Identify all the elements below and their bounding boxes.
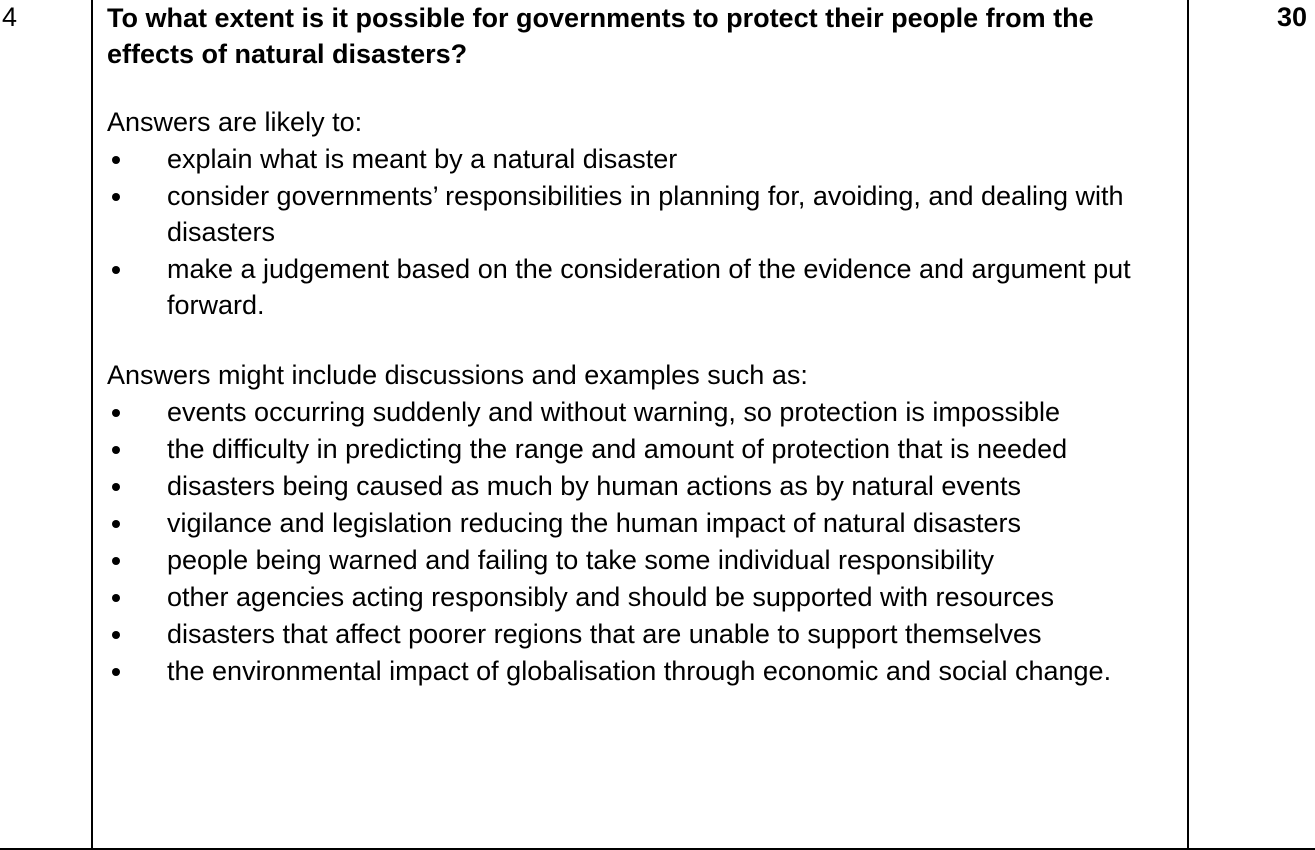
examples-intro: Answers might include discussions and ex…: [107, 360, 808, 390]
bullet-icon: [112, 594, 120, 602]
bullet-icon: [112, 409, 120, 417]
list-item-text: disasters being caused as much by human …: [167, 471, 1021, 501]
column-divider-right: [1187, 0, 1189, 850]
list-item: disasters that affect poorer regions tha…: [107, 616, 1182, 652]
list-item-text: disasters that affect poorer regions tha…: [167, 619, 1042, 649]
column-divider-left: [91, 0, 93, 850]
examples-list: events occurring suddenly and without wa…: [107, 394, 1182, 689]
answer-guidance: To what extent is it possible for govern…: [107, 0, 1182, 690]
list-item-text: the difficulty in predicting the range a…: [167, 434, 1068, 464]
list-item-text: people being warned and failing to take …: [167, 545, 995, 575]
list-item: explain what is meant by a natural disas…: [107, 141, 1182, 177]
question-text: To what extent is it possible for govern…: [107, 3, 1094, 69]
bullet-icon: [112, 266, 120, 274]
list-item: other agencies acting responsibly and sh…: [107, 579, 1182, 615]
list-item: events occurring suddenly and without wa…: [107, 394, 1182, 430]
bullet-icon: [112, 631, 120, 639]
bullet-icon: [112, 156, 120, 164]
table-bottom-border: [0, 848, 1315, 850]
bullet-icon: [112, 446, 120, 454]
bullet-icon: [112, 520, 120, 528]
bullet-icon: [112, 483, 120, 491]
list-item-text: make a judgement based on the considerat…: [167, 254, 1131, 320]
bullet-icon: [112, 668, 120, 676]
list-item-text: explain what is meant by a natural disas…: [167, 144, 678, 174]
marks-value: 30: [1276, 2, 1307, 32]
list-item: make a judgement based on the considerat…: [107, 251, 1182, 323]
list-item: consider governments’ responsibilities i…: [107, 178, 1182, 250]
list-item: the environmental impact of globalisatio…: [107, 653, 1182, 689]
list-item-text: consider governments’ responsibilities i…: [167, 181, 1124, 247]
likely-intro: Answers are likely to:: [107, 107, 363, 137]
list-item: disasters being caused as much by human …: [107, 468, 1182, 504]
list-item: vigilance and legislation reducing the h…: [107, 505, 1182, 541]
bullet-icon: [112, 557, 120, 565]
question-number: 4: [2, 2, 18, 32]
list-item-text: other agencies acting responsibly and sh…: [167, 582, 1055, 612]
list-item-text: the environmental impact of globalisatio…: [167, 656, 1112, 686]
list-item: people being warned and failing to take …: [107, 542, 1182, 578]
list-item: the difficulty in predicting the range a…: [107, 431, 1182, 467]
list-item-text: vigilance and legislation reducing the h…: [167, 508, 1021, 538]
bullet-icon: [112, 193, 120, 201]
list-item-text: events occurring suddenly and without wa…: [167, 397, 1060, 427]
likely-list: explain what is meant by a natural disas…: [107, 141, 1182, 323]
